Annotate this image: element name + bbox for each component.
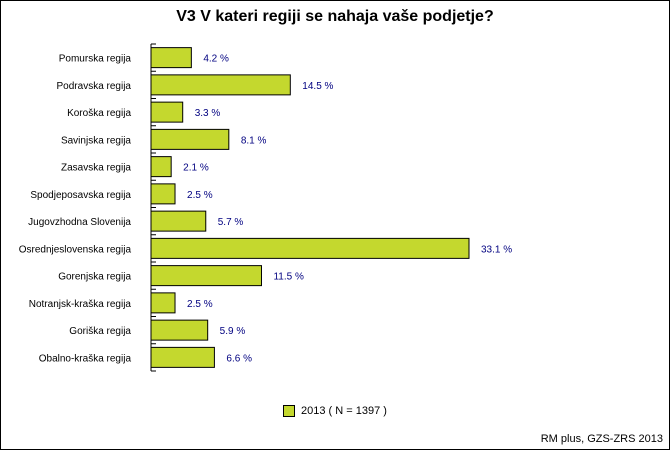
value-label: 2.1 % [183,163,209,174]
category-label: Spodjeposavska regija [30,190,131,201]
category-label: Savinjska regija [61,135,131,146]
bar [150,74,291,96]
chart-title: V3 V kateri regiji se nahaja vaše podjet… [176,8,494,25]
legend: 2013 ( N = 1397 ) [1,405,669,417]
value-label: 2.5 % [187,190,213,201]
value-label: 33.1 % [481,244,512,255]
category-label: Gorenjska regija [58,272,131,283]
value-label: 8.1 % [241,135,267,146]
bar [150,156,172,178]
bar [150,101,184,123]
bar [150,210,207,232]
value-label: 2.5 % [187,299,213,310]
value-label: 3.3 % [195,108,221,119]
value-label: 5.9 % [220,326,246,337]
bar [150,292,176,314]
legend-label: 2013 ( N = 1397 ) [301,405,387,417]
legend-swatch [283,405,296,417]
source-credit: RM plus, GZS-ZRS 2013 [540,433,663,445]
category-label: Notranjsk-kraška regija [29,299,132,310]
category-label: Jugovzhodna Slovenija [28,217,131,228]
value-label: 6.6 % [226,353,252,364]
bar [150,47,192,69]
value-label: 5.7 % [218,217,244,228]
value-label: 14.5 % [302,81,333,92]
category-label: Goriška regija [69,326,131,337]
category-label: Pomurska regija [59,54,132,65]
category-label: Osrednjeslovenska regija [19,244,132,255]
bar [150,128,230,150]
category-label: Zasavska regija [61,163,131,174]
bar-chart-plot: Pomurska regija 4.2 % Podravska regija 14.5… [19,43,512,372]
bar [150,319,209,341]
category-label: Podravska regija [57,81,132,92]
category-label: Koroška regija [67,108,131,119]
bar [150,265,262,287]
value-label: 4.2 % [203,54,229,65]
bar [150,183,176,205]
category-label: Obalno-kraška regija [39,353,132,364]
value-label: 11.5 % [273,272,303,283]
bar [150,346,215,368]
bar [150,237,470,259]
